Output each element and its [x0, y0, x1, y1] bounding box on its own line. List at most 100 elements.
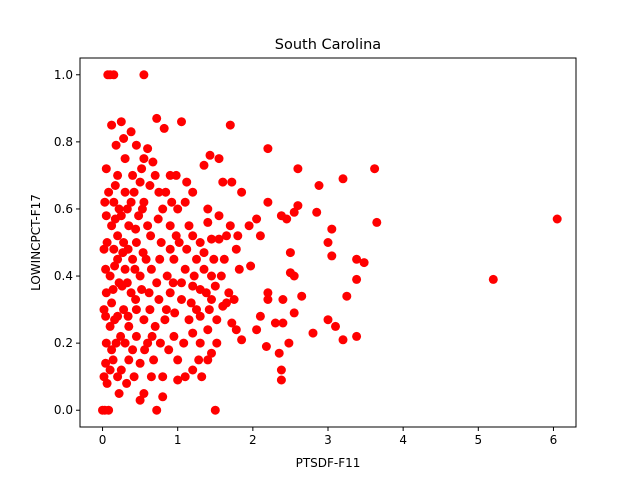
data-point: [130, 264, 140, 274]
data-point: [229, 295, 239, 304]
data-point: [145, 305, 155, 315]
x-tick-label: 4: [399, 433, 407, 447]
data-point: [184, 221, 194, 231]
data-point: [234, 264, 244, 274]
plot-frame: [79, 57, 577, 428]
data-point: [278, 318, 288, 328]
data-point: [165, 244, 175, 254]
data-point: [110, 315, 120, 325]
data-point: [188, 365, 198, 375]
data-point: [123, 311, 133, 321]
data-point: [120, 154, 130, 164]
data-point: [120, 187, 130, 197]
x-tick-label: 6: [550, 433, 558, 447]
data-point: [131, 238, 141, 247]
data-point: [278, 295, 288, 304]
data-point: [338, 174, 348, 184]
data-point: [182, 244, 192, 254]
data-point: [137, 285, 147, 294]
data-point: [173, 355, 183, 365]
data-point: [150, 170, 160, 180]
data-point: [214, 154, 224, 164]
data-point: [131, 295, 141, 304]
data-point: [201, 288, 211, 298]
data-point: [108, 355, 118, 365]
data-point: [203, 204, 213, 214]
data-point: [252, 325, 262, 335]
data-point: [135, 358, 145, 368]
data-point: [154, 295, 164, 304]
data-point: [167, 197, 177, 207]
data-point: [214, 234, 224, 244]
data-point: [107, 221, 117, 231]
data-point: [165, 221, 175, 231]
data-point: [158, 392, 168, 402]
data-point: [237, 335, 247, 345]
data-point: [124, 321, 134, 331]
data-point: [119, 238, 129, 247]
data-point: [158, 372, 168, 382]
data-point: [207, 348, 216, 358]
data-point: [161, 187, 171, 197]
data-point: [352, 331, 362, 341]
data-point: [331, 321, 340, 331]
data-point: [99, 372, 109, 382]
data-point: [214, 211, 224, 221]
data-point: [124, 355, 134, 365]
data-point: [210, 281, 220, 291]
data-point: [135, 177, 145, 187]
data-point: [203, 217, 213, 227]
data-point: [111, 338, 121, 348]
data-point: [289, 271, 299, 281]
data-point: [342, 291, 352, 301]
data-point: [180, 264, 190, 274]
data-point: [171, 170, 181, 180]
data-point: [126, 197, 136, 207]
data-point: [105, 271, 115, 281]
data-point: [101, 164, 111, 174]
data-point: [327, 224, 337, 234]
data-point: [110, 181, 120, 190]
data-point: [199, 264, 209, 274]
axis-ticks: 0 1 2 3 4 5 6 0.0 0.2 0.4 0.6 0.8 1.0: [54, 68, 557, 447]
data-point: [195, 238, 205, 247]
data-point: [312, 207, 322, 217]
data-point: [227, 177, 237, 187]
data-point: [113, 231, 123, 241]
data-point: [352, 274, 362, 284]
data-point: [144, 288, 154, 298]
data-point: [126, 127, 136, 137]
y-tick-label: 0.2: [54, 336, 73, 350]
data-point: [146, 264, 156, 274]
data-point: [263, 288, 273, 298]
data-point: [152, 113, 162, 123]
data-point: [123, 244, 133, 254]
data-point: [195, 338, 205, 348]
data-point: [140, 345, 150, 355]
data-point: [128, 170, 138, 180]
data-point: [293, 201, 303, 211]
data-point: [139, 154, 149, 164]
y-tick-label: 0.8: [54, 135, 73, 149]
data-point: [186, 298, 196, 308]
data-point: [199, 160, 209, 170]
data-point: [122, 378, 132, 388]
data-point: [154, 187, 164, 197]
data-points: [98, 70, 562, 415]
data-point: [143, 221, 153, 231]
data-point: [113, 170, 123, 180]
data-point: [323, 238, 333, 247]
data-point: [174, 238, 184, 247]
data-point: [119, 134, 129, 143]
data-point: [139, 389, 149, 398]
data-point: [131, 331, 141, 341]
data-point: [161, 305, 171, 315]
data-point: [218, 301, 228, 311]
y-tick-label: 0.6: [54, 202, 73, 216]
data-point: [108, 285, 118, 294]
data-point: [323, 315, 333, 325]
data-point: [289, 308, 299, 318]
data-point: [255, 311, 265, 321]
